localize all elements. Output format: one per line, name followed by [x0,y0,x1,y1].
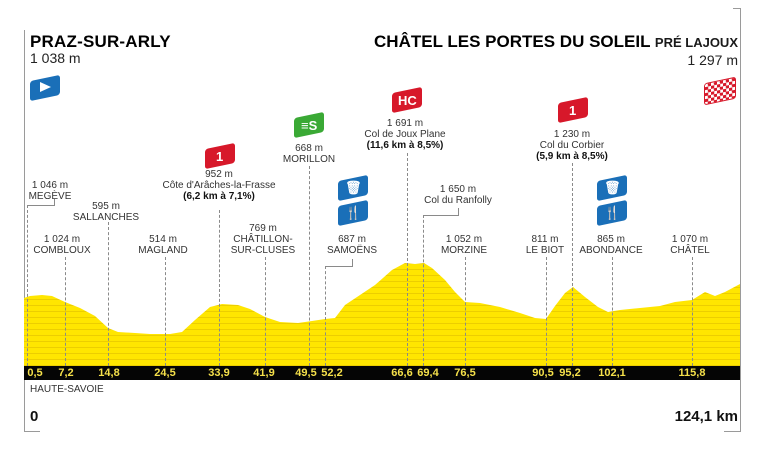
marker-line-chatel [692,257,693,366]
marker-line-sallanches [108,222,109,366]
km-mark: 66,6 [391,367,413,379]
samoens-bracket [325,266,352,267]
marker-line-chatillon [265,257,266,366]
marker-line-araches [219,210,220,366]
km-mark: 76,5 [454,367,476,379]
start-town-name: PRAZ-SUR-ARLY [30,32,171,51]
frame-left-foot [24,431,40,432]
frame-right-top [733,8,741,9]
marker-line-joux-plane [407,153,408,366]
marker-line-le-biot [546,257,547,366]
megeve-bracket [27,205,54,206]
waypoint-morillon: 668 m MORILLON [282,143,336,165]
km-mark: 102,1 [598,367,626,379]
ranfolly-bracket-tick [458,208,459,216]
km-mark: 115,8 [678,367,706,379]
waypoint-sallanches: 595 m SALLANCHES [72,201,140,223]
km-mark: 41,9 [253,367,275,379]
marker-line-morzine [465,257,466,366]
km-mark: 52,2 [321,367,343,379]
waypoint-corbier: 1 230 m Col du Corbier (5,9 km à 8,5%) [536,129,608,162]
km-mark: 24,5 [154,367,176,379]
finish-subname: PRÉ LAJOUX [654,35,738,50]
finish-altitude: 1 297 m [687,52,738,68]
finish-header: CHÂTEL LES PORTES DU SOLEIL PRÉ LAJOUX 1… [374,32,738,68]
km-mark: 69,4 [417,367,439,379]
marker-line-corbier [572,163,573,366]
start-flag-icon [30,74,60,102]
waypoint-chatillon: 769 m CHÂTILLON- SUR-CLUSES [230,223,296,256]
samoens-bracket-tick [352,259,353,267]
km-mark: 0,5 [27,367,43,379]
region-label: HAUTE-SAVOIE [30,384,104,395]
waypoint-megeve: 1 046 m MEGÈVE [28,180,72,202]
finish-town-name: CHÂTEL LES PORTES DU SOLEIL [374,32,651,51]
frame-right-border [740,8,741,432]
marker-line-megeve [27,205,28,366]
waypoint-joux-plane: 1 691 m Col de Joux Plane (11,6 km à 8,5%) [364,118,446,151]
waypoint-combloux: 1 024 m COMBLOUX [33,234,91,256]
start-altitude: 1 038 m [30,50,81,66]
km-bar [24,366,740,380]
ranfolly-bracket [423,215,458,216]
marker-line-magland [165,257,166,366]
km-mark: 7,2 [58,367,74,379]
marker-line-samoens [325,266,326,366]
waypoint-magland: 514 m MAGLAND [138,234,188,256]
waypoint-ranfolly: 1 650 m Col du Ranfolly [424,184,492,206]
marker-line-morillon [309,166,310,366]
marker-line-combloux [65,257,66,366]
megeve-bracket-tick [54,199,55,206]
waypoint-samoens: 687 m SAMOËNS [326,234,378,256]
waypoint-araches: 952 m Côte d'Arâches-la-Frasse (6,2 km à 7… [162,169,276,202]
waypoint-le-biot: 811 m LE BIOT [525,234,565,256]
waypoint-morzine: 1 052 m MORZINE [440,234,488,256]
profile-area [24,263,740,366]
km-mark: 33,9 [208,367,230,379]
frame-left-border [24,30,25,432]
km-mark: 49,5 [295,367,317,379]
waypoint-chatel: 1 070 m CHÂTEL [670,234,710,256]
frame-right-foot [724,431,740,432]
km-mark: 14,8 [98,367,120,379]
km-mark: 90,5 [532,367,554,379]
distance-start: 0 [30,408,39,425]
marker-line-abondance [612,257,613,366]
waypoint-abondance: 865 m ABONDANCE [579,234,643,256]
marker-line-ranfolly [423,215,424,366]
km-mark: 95,2 [559,367,581,379]
distance-total: 124,1 km [674,408,738,425]
